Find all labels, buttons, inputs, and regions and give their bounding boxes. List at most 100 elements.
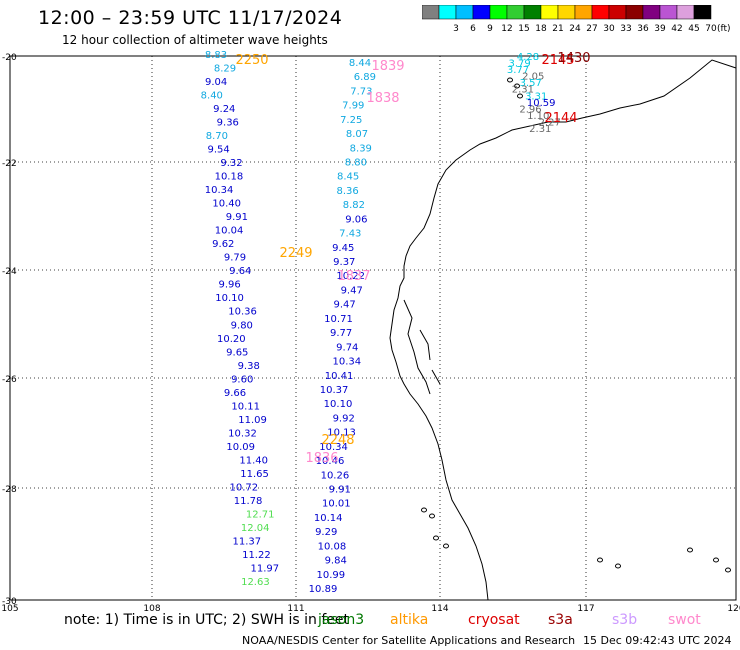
map-frame bbox=[9, 55, 737, 601]
colorbar-tick-label: 9 bbox=[487, 24, 493, 34]
wave-height-value: 8.82 bbox=[343, 200, 365, 211]
wave-height-value: 11.65 bbox=[240, 469, 269, 480]
wave-height-value: 3.31 bbox=[525, 91, 547, 102]
colorbar-tick-label: 36 bbox=[637, 24, 649, 34]
pass-time-label: 1836 bbox=[305, 451, 338, 466]
wave-height-value: 9.45 bbox=[332, 243, 354, 254]
island bbox=[615, 563, 621, 569]
island bbox=[433, 535, 439, 541]
wave-height-value: 10.20 bbox=[217, 334, 246, 345]
wave-height-value: 7.25 bbox=[340, 115, 362, 126]
map-subtitle: 12 hour collection of altimeter wave hei… bbox=[62, 33, 328, 47]
wave-height-value: 9.54 bbox=[207, 145, 229, 156]
wave-height-value: 10.08 bbox=[318, 541, 347, 552]
wave-height-value: 12.63 bbox=[241, 577, 270, 588]
wave-height-value: 9.64 bbox=[229, 266, 251, 277]
wave-height-value: 9.62 bbox=[212, 239, 234, 250]
island bbox=[725, 567, 731, 573]
wave-height-value: 8.29 bbox=[214, 64, 236, 75]
wave-height-value: 8.39 bbox=[350, 143, 372, 154]
wave-height-value: 11.78 bbox=[234, 496, 263, 507]
wave-height-value: 9.38 bbox=[238, 361, 260, 372]
lat-label: -20 bbox=[2, 53, 17, 63]
satellite-legend-cryosat: cryosat bbox=[468, 612, 520, 628]
island bbox=[517, 93, 523, 99]
satellite-legend-jason3: jason3 bbox=[318, 612, 365, 628]
island bbox=[687, 547, 693, 553]
wave-height-value: 10.26 bbox=[321, 470, 350, 481]
wave-height-value: 10.14 bbox=[314, 513, 343, 524]
wave-height-value: 10.89 bbox=[309, 584, 338, 595]
pass-time-label: 1838 bbox=[366, 91, 399, 106]
satellite-legend-altika: altika bbox=[390, 612, 429, 628]
wave-height-value: 10.41 bbox=[325, 371, 354, 382]
wave-height-value: 10.10 bbox=[324, 399, 353, 410]
wave-height-value: 3.79 bbox=[508, 59, 530, 70]
colorbar-tick-label: 30 bbox=[603, 24, 615, 34]
wave-height-value: 8.36 bbox=[336, 186, 358, 197]
lon-label: 105 bbox=[1, 604, 18, 614]
wave-height-value: 10.34 bbox=[332, 357, 361, 368]
island bbox=[597, 557, 603, 563]
wave-height-value: 9.32 bbox=[220, 158, 242, 169]
pass-time-label: 2249 bbox=[279, 246, 312, 261]
wave-height-value: 8.45 bbox=[337, 172, 359, 183]
wave-height-value: 10.13 bbox=[327, 428, 356, 439]
wave-height-value: 10.71 bbox=[324, 314, 353, 325]
wave-height-value: 11.40 bbox=[239, 455, 268, 466]
wave-height-value: 8.07 bbox=[346, 129, 368, 140]
wave-height-value: 9.24 bbox=[213, 104, 235, 115]
pass-time-label: 1837 bbox=[337, 269, 370, 284]
wave-height-value: 10.34 bbox=[205, 185, 234, 196]
lon-label: 114 bbox=[431, 604, 448, 614]
wave-height-value: 8.40 bbox=[201, 91, 223, 102]
footer-timestamp: 15 Dec 09:42:43 UTC 2024 bbox=[583, 634, 732, 647]
pass-time-label: 2144 bbox=[544, 111, 577, 126]
wave-height-value: 4.28 bbox=[517, 52, 539, 63]
wave-height-value: 10.37 bbox=[320, 385, 349, 396]
island bbox=[713, 557, 719, 563]
wave-height-value: 3.77 bbox=[507, 65, 529, 76]
satellite-legend-s3a: s3a bbox=[548, 612, 573, 628]
colorbar-tick-label: 39 bbox=[654, 24, 666, 34]
wave-height-value: 10.32 bbox=[228, 428, 257, 439]
colorbar-tick-label: 24 bbox=[569, 24, 581, 34]
wave-height-value: 9.06 bbox=[345, 214, 367, 225]
pass-time-label: 2248 bbox=[321, 433, 354, 448]
wave-height-value: 11.97 bbox=[250, 564, 279, 575]
colorbar-tick-label: 3 bbox=[453, 24, 459, 34]
wave-height-value: 11.37 bbox=[232, 537, 261, 548]
pass-time-label: 1839 bbox=[371, 59, 404, 74]
wave-height-value: 10.11 bbox=[231, 401, 260, 412]
wave-height-value: 7.99 bbox=[342, 101, 364, 112]
wave-height-value: 9.92 bbox=[333, 413, 355, 424]
colorbar: 3 6 9 12 15 18 21 24 27 30 33 36 39 42 45 70 (ft) bbox=[422, 5, 731, 34]
wave-height-value: 9.36 bbox=[217, 118, 239, 129]
colorbar-tick-label: 42 bbox=[671, 24, 682, 34]
satellite-legend-swot: swot bbox=[668, 612, 701, 628]
island bbox=[514, 83, 520, 89]
lat-label: -26 bbox=[2, 375, 17, 385]
wave-height-value: 10.46 bbox=[316, 456, 345, 467]
wave-height-value: 6.89 bbox=[354, 72, 376, 83]
coastline-bay bbox=[403, 299, 441, 395]
coastline bbox=[389, 59, 737, 601]
wave-height-value: 9.74 bbox=[336, 342, 358, 353]
wave-height-value: 11.09 bbox=[238, 415, 267, 426]
island bbox=[429, 513, 435, 519]
satellite-legend-s3b: s3b bbox=[612, 612, 638, 628]
colorbar-tick-label: 33 bbox=[620, 24, 631, 34]
wave-height-value: 9.91 bbox=[226, 212, 248, 223]
wave-height-value: 7.43 bbox=[339, 229, 361, 240]
island bbox=[421, 507, 427, 513]
wave-height-value: 9.37 bbox=[333, 257, 355, 268]
colorbar-tick-label: 18 bbox=[535, 24, 547, 34]
wave-height-value: 8.80 bbox=[345, 158, 367, 169]
colorbar-swatch bbox=[693, 5, 712, 20]
wave-height-value: 9.47 bbox=[333, 300, 355, 311]
wave-height-value: 9.77 bbox=[330, 328, 352, 339]
pass-time-label: 2250 bbox=[235, 53, 268, 68]
wave-height-value: 10.10 bbox=[215, 293, 244, 304]
wave-height-value: 10.59 bbox=[527, 98, 556, 109]
lon-label: 111 bbox=[287, 604, 304, 614]
